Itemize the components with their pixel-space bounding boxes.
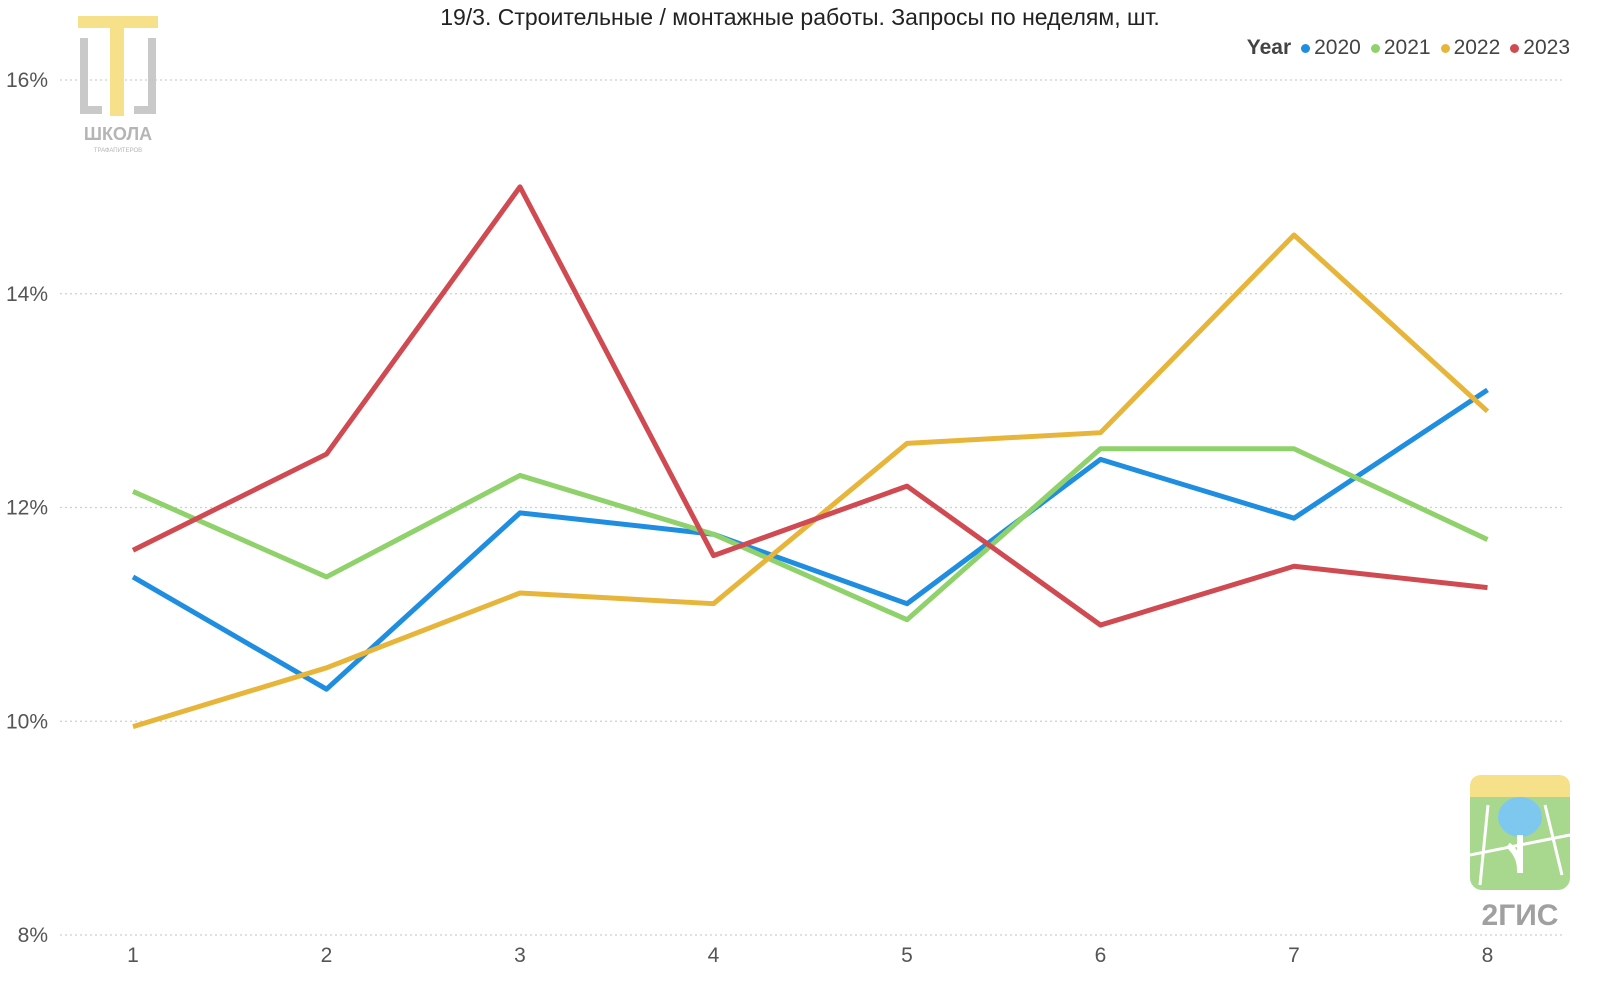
legend-dot-icon [1440, 43, 1450, 53]
y-axis: 8% 10% 12% 14% 16% [6, 69, 48, 947]
series-line-2020[interactable] [131, 387, 1489, 692]
legend-dot-icon [1370, 43, 1380, 53]
legend-title: Year [1246, 36, 1292, 59]
series-line-2021[interactable] [131, 446, 1489, 623]
series-line-2023[interactable] [131, 184, 1488, 628]
2gis-logo-text: 2ГИС [1482, 899, 1559, 932]
legend-label: 2021 [1383, 36, 1431, 59]
legend-item-2023[interactable]: 2023 [1510, 36, 1570, 60]
series-lines [131, 184, 1490, 729]
x-tick-label: 7 [1288, 944, 1300, 967]
x-tick-label: 8 [1482, 944, 1494, 967]
legend-item-2021[interactable]: 2021 [1370, 36, 1431, 60]
legend-dot-icon [1510, 43, 1520, 53]
legend-item-2020[interactable]: 2020 [1301, 36, 1361, 60]
y-tick-label: 14% [6, 283, 48, 306]
school-logo-text: ШКОЛА [84, 124, 152, 144]
legend-item-2022[interactable]: 2022 [1440, 36, 1501, 60]
legend-label: 2020 [1314, 36, 1361, 59]
x-tick-label: 6 [1095, 944, 1107, 967]
legend: Year 2020 2021 2022 2023 [1247, 36, 1570, 60]
x-tick-label: 2 [321, 944, 333, 967]
y-tick-label: 16% [6, 69, 48, 92]
2gis-logo: 2ГИС [1470, 775, 1571, 932]
grid [60, 79, 1565, 936]
y-tick-label: 12% [6, 497, 48, 520]
x-tick-label: 3 [514, 944, 526, 967]
y-tick-label: 8% [18, 924, 48, 947]
legend-label: 2022 [1453, 36, 1501, 59]
chart-title: 19/3. Строительные / монтажные работы. З… [440, 4, 1160, 30]
x-tick-label: 4 [708, 944, 720, 967]
x-tick-label: 1 [127, 944, 139, 967]
series-line-2022[interactable] [132, 232, 1490, 729]
school-logo: ШКОЛА ТРАФАПИТЕРОВ [78, 16, 158, 154]
x-axis: 1 2 3 4 5 6 7 8 [127, 944, 1493, 967]
legend-label: 2023 [1523, 36, 1570, 59]
y-tick-label: 10% [6, 710, 48, 733]
x-tick-label: 5 [901, 944, 913, 967]
school-logo-subtext: ТРАФАПИТЕРОВ [94, 148, 142, 154]
legend-dot-icon [1301, 43, 1311, 53]
